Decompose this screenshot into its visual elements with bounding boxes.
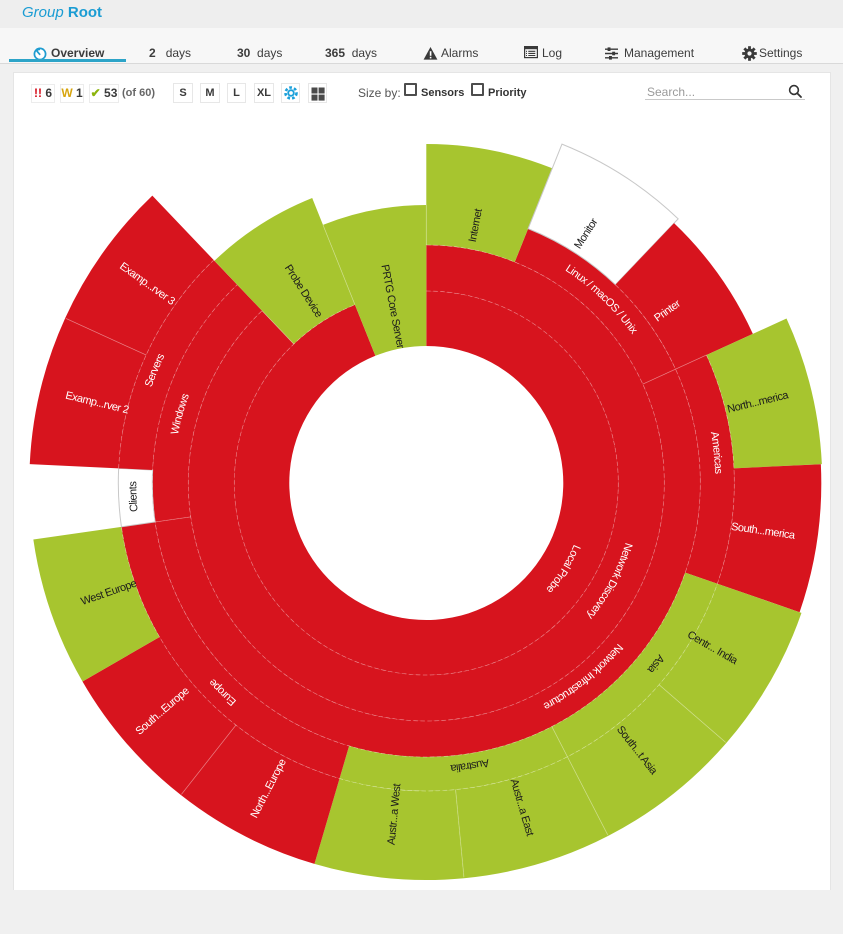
svg-text:Clients: Clients bbox=[127, 481, 140, 513]
svg-text:Americas: Americas bbox=[708, 431, 724, 475]
svg-text:Austr...a West: Austr...a West bbox=[386, 783, 404, 846]
